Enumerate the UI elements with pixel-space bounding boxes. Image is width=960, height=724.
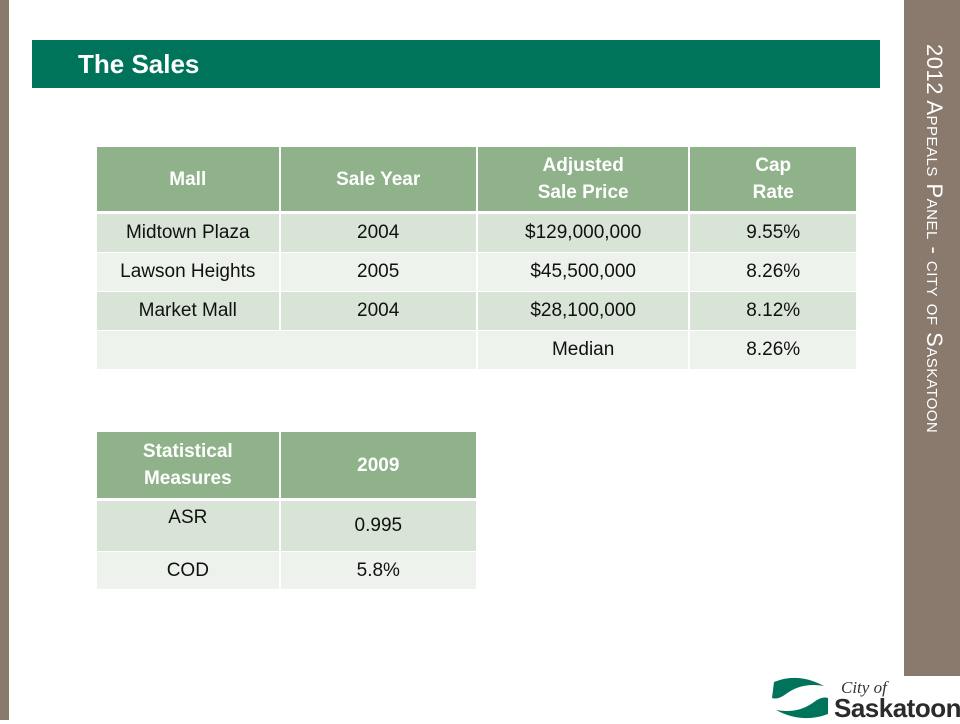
cell-measure: ASR xyxy=(97,501,281,552)
median-label: Median xyxy=(477,331,691,370)
cell-mall: Lawson Heights xyxy=(97,253,281,292)
cell-mall: Midtown Plaza xyxy=(97,214,281,253)
cell-sale-price: $28,100,000 xyxy=(477,292,691,331)
median-value: 8.26% xyxy=(690,331,856,370)
cell-sale-price: $129,000,000 xyxy=(477,214,691,253)
stats-table-header-row: Statistical Measures 2009 xyxy=(97,432,476,501)
cell-cap-rate: 8.12% xyxy=(690,292,856,331)
sales-table-header-row: Mall Sale Year Adjusted Sale Price Cap Rat… xyxy=(97,147,856,214)
median-row: Median 8.26% xyxy=(97,331,856,370)
table-row: ASR 0.995 xyxy=(97,501,476,552)
sales-table: Mall Sale Year Adjusted Sale Price Cap Rat… xyxy=(97,147,856,370)
table-row: Midtown Plaza 2004 $129,000,000 9.55% xyxy=(97,214,856,253)
cell-sale-price: $45,500,000 xyxy=(477,253,691,292)
side-title: 2012 Appeals Panel - city of Saskatoon xyxy=(922,44,947,434)
cell-cap-rate: 9.55% xyxy=(690,214,856,253)
cell-value: 0.995 xyxy=(280,501,476,552)
header-mall: Mall xyxy=(97,147,281,214)
logo-saskatoon: Saskatoon xyxy=(834,693,960,723)
cell-sale-year: 2004 xyxy=(280,214,478,253)
statistical-measures-table: Statistical Measures 2009 ASR 0.995 COD 5… xyxy=(97,432,476,590)
saskatoon-logo-mark-icon xyxy=(772,677,828,719)
header-sale-year: Sale Year xyxy=(280,147,478,214)
asr-label: ASR xyxy=(168,507,208,528)
city-of-saskatoon-logo: City of Saskatoon xyxy=(768,676,960,723)
header-adjusted-sale-price: Adjusted Sale Price xyxy=(477,147,691,214)
header-statistical-measures: Statistical Measures xyxy=(97,432,281,501)
median-blank-cell xyxy=(97,331,478,370)
cell-measure: COD xyxy=(97,552,281,590)
left-border-strip xyxy=(0,0,9,720)
table-row: Market Mall 2004 $28,100,000 8.12% xyxy=(97,292,856,331)
header-2009: 2009 xyxy=(280,432,476,501)
title-bar: The Sales xyxy=(32,40,880,88)
side-band xyxy=(904,0,960,720)
slide-title: The Sales xyxy=(78,49,200,79)
cell-cap-rate: 8.26% xyxy=(690,253,856,292)
cell-value: 5.8% xyxy=(280,552,476,590)
header-cap-rate: Cap Rate xyxy=(690,147,856,214)
cell-mall: Market Mall xyxy=(97,292,281,331)
cell-sale-year: 2005 xyxy=(280,253,478,292)
table-row: Lawson Heights 2005 $45,500,000 8.26% xyxy=(97,253,856,292)
cell-sale-year: 2004 xyxy=(280,292,478,331)
logo-city-of: City of xyxy=(841,678,887,697)
table-row: COD 5.8% xyxy=(97,552,476,590)
